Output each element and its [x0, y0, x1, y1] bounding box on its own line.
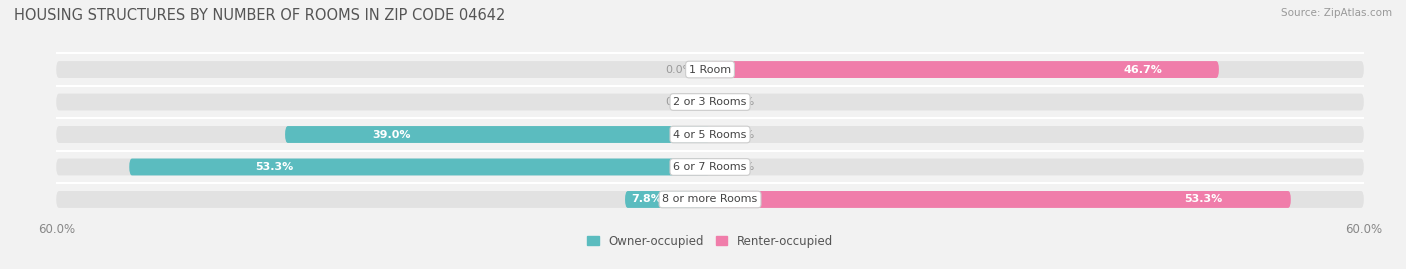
Legend: Owner-occupied, Renter-occupied: Owner-occupied, Renter-occupied — [582, 230, 838, 253]
Text: 2 or 3 Rooms: 2 or 3 Rooms — [673, 97, 747, 107]
FancyBboxPatch shape — [626, 191, 710, 208]
Text: 0.0%: 0.0% — [727, 97, 755, 107]
Text: 6 or 7 Rooms: 6 or 7 Rooms — [673, 162, 747, 172]
Text: 1 Room: 1 Room — [689, 65, 731, 75]
Text: 0.0%: 0.0% — [665, 97, 693, 107]
FancyBboxPatch shape — [56, 94, 1364, 111]
Text: 39.0%: 39.0% — [373, 129, 411, 140]
FancyBboxPatch shape — [285, 126, 710, 143]
FancyBboxPatch shape — [710, 191, 1291, 208]
Text: HOUSING STRUCTURES BY NUMBER OF ROOMS IN ZIP CODE 04642: HOUSING STRUCTURES BY NUMBER OF ROOMS IN… — [14, 8, 505, 23]
FancyBboxPatch shape — [56, 191, 1364, 208]
Text: 0.0%: 0.0% — [727, 162, 755, 172]
Text: 46.7%: 46.7% — [1123, 65, 1161, 75]
Text: Source: ZipAtlas.com: Source: ZipAtlas.com — [1281, 8, 1392, 18]
Text: 7.8%: 7.8% — [631, 194, 662, 204]
Text: 4 or 5 Rooms: 4 or 5 Rooms — [673, 129, 747, 140]
Text: 53.3%: 53.3% — [256, 162, 294, 172]
FancyBboxPatch shape — [56, 61, 1364, 78]
Text: 0.0%: 0.0% — [727, 129, 755, 140]
FancyBboxPatch shape — [710, 61, 1219, 78]
FancyBboxPatch shape — [56, 126, 1364, 143]
FancyBboxPatch shape — [56, 158, 1364, 175]
Text: 0.0%: 0.0% — [665, 65, 693, 75]
Text: 8 or more Rooms: 8 or more Rooms — [662, 194, 758, 204]
Text: 53.3%: 53.3% — [1185, 194, 1223, 204]
FancyBboxPatch shape — [129, 158, 710, 175]
